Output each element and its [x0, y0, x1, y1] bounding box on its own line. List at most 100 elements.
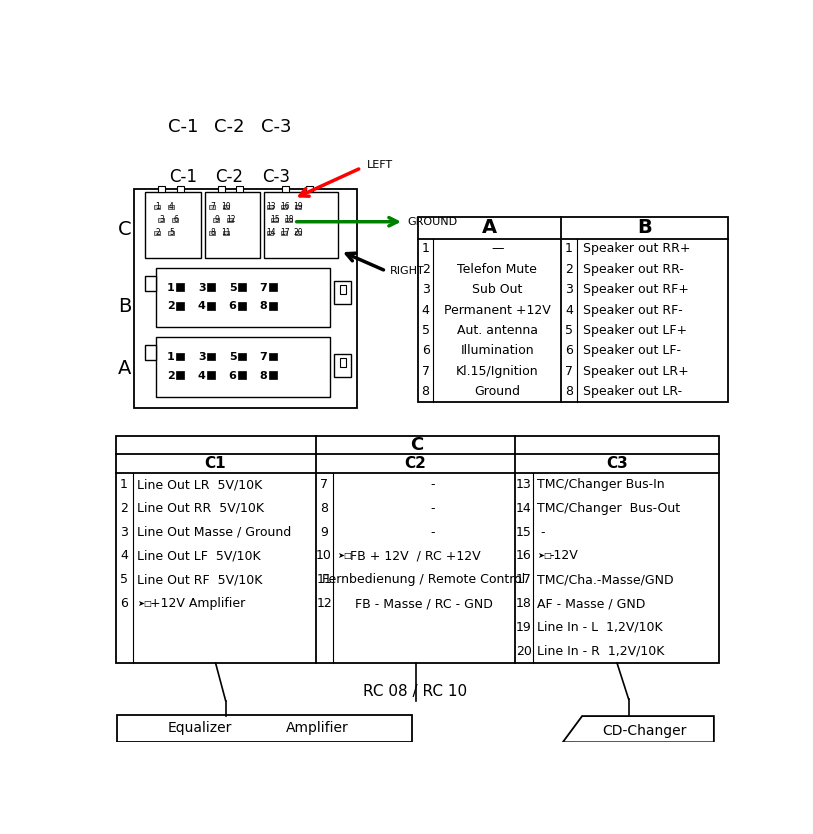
- Text: Speaker out RR-: Speaker out RR-: [583, 263, 684, 276]
- Bar: [272, 218, 277, 222]
- Text: Speaker out RR+: Speaker out RR+: [583, 243, 690, 255]
- Bar: [238, 302, 246, 309]
- Bar: [340, 358, 346, 367]
- Text: 4: 4: [198, 301, 206, 311]
- Text: TMC/Changer Bus-In: TMC/Changer Bus-In: [537, 478, 665, 491]
- Text: 3: 3: [422, 284, 429, 296]
- Text: 2: 2: [167, 301, 175, 311]
- Bar: [307, 186, 313, 193]
- Bar: [269, 302, 276, 309]
- Bar: [158, 186, 165, 193]
- Text: 8: 8: [259, 371, 267, 381]
- Bar: [176, 284, 184, 291]
- Text: FB + 12V  / RC +12V: FB + 12V / RC +12V: [350, 550, 480, 562]
- Text: 2: 2: [120, 502, 128, 515]
- Text: 7: 7: [210, 202, 215, 211]
- Bar: [209, 205, 215, 208]
- Bar: [238, 353, 246, 360]
- Text: 9: 9: [320, 525, 328, 539]
- Bar: [145, 345, 156, 360]
- Text: C: C: [118, 220, 132, 239]
- Text: 13: 13: [266, 202, 276, 211]
- Text: TMC/Cha.-Masse/GND: TMC/Cha.-Masse/GND: [537, 573, 674, 586]
- Text: Line In - L  1,2V/10K: Line In - L 1,2V/10K: [537, 620, 663, 634]
- Text: 11: 11: [316, 573, 332, 586]
- Bar: [334, 281, 351, 304]
- Text: 17: 17: [516, 573, 532, 586]
- Text: 4: 4: [565, 304, 573, 317]
- Bar: [117, 715, 411, 742]
- Text: 16: 16: [516, 550, 532, 562]
- Text: B: B: [118, 297, 132, 316]
- Text: 5: 5: [120, 573, 128, 586]
- Text: A: A: [118, 359, 132, 378]
- Text: 5: 5: [228, 352, 237, 362]
- Text: —: —: [491, 243, 503, 255]
- Text: Kl.15/Ignition: Kl.15/Ignition: [456, 364, 538, 378]
- Bar: [218, 186, 225, 193]
- Bar: [167, 205, 174, 208]
- Text: Aut. antenna: Aut. antenna: [457, 324, 537, 337]
- Bar: [207, 353, 215, 360]
- Text: 12: 12: [226, 215, 236, 224]
- Text: LEFT: LEFT: [367, 160, 393, 170]
- Text: Speaker out LR-: Speaker out LR-: [583, 385, 682, 398]
- Text: Line Out RF  5V/10K: Line Out RF 5V/10K: [137, 573, 263, 586]
- Text: C: C: [411, 436, 424, 454]
- Text: 15: 15: [271, 215, 280, 224]
- Text: Sub Out: Sub Out: [472, 284, 523, 296]
- Text: 4: 4: [422, 304, 429, 317]
- Text: CD-Changer: CD-Changer: [602, 724, 686, 738]
- Text: Speaker out RF-: Speaker out RF-: [583, 304, 683, 317]
- Text: -: -: [430, 478, 435, 491]
- Text: Line Out Masse / Ground: Line Out Masse / Ground: [137, 525, 292, 539]
- Text: C-2: C-2: [215, 118, 245, 136]
- Text: C2: C2: [405, 456, 427, 471]
- Bar: [176, 186, 184, 193]
- Bar: [237, 186, 243, 193]
- Bar: [269, 353, 276, 360]
- Text: 19: 19: [516, 620, 532, 634]
- Bar: [227, 218, 233, 222]
- Text: 1: 1: [422, 243, 429, 255]
- Text: Line Out RR  5V/10K: Line Out RR 5V/10K: [137, 502, 264, 515]
- Text: 6: 6: [565, 344, 573, 358]
- Bar: [294, 205, 301, 208]
- Text: C-3: C-3: [261, 118, 291, 136]
- Text: 5: 5: [228, 283, 237, 293]
- Text: 1: 1: [167, 283, 175, 293]
- Text: ➤□: ➤□: [137, 599, 152, 608]
- Text: C3: C3: [606, 456, 628, 471]
- Bar: [223, 231, 228, 235]
- Bar: [209, 231, 215, 235]
- Text: -: -: [430, 525, 435, 539]
- Text: 11: 11: [222, 228, 231, 237]
- Text: Speaker out LF+: Speaker out LF+: [583, 324, 687, 337]
- Text: B: B: [637, 219, 652, 238]
- Text: 14: 14: [266, 228, 276, 237]
- Text: C1: C1: [205, 456, 226, 471]
- Bar: [264, 193, 338, 258]
- Bar: [269, 371, 276, 379]
- Bar: [334, 354, 351, 377]
- Text: Line Out LR  5V/10K: Line Out LR 5V/10K: [137, 478, 263, 491]
- Text: 19: 19: [293, 202, 303, 211]
- Text: TMC/Changer  Bus-Out: TMC/Changer Bus-Out: [537, 502, 680, 515]
- Text: 18: 18: [285, 215, 294, 224]
- Text: RIGHT: RIGHT: [390, 266, 424, 276]
- Text: Amplifier: Amplifier: [286, 721, 349, 736]
- Bar: [285, 218, 292, 222]
- Text: Ground: Ground: [474, 385, 520, 398]
- Text: 7: 7: [259, 283, 267, 293]
- Text: 1: 1: [120, 478, 128, 491]
- Text: 2: 2: [565, 263, 573, 276]
- Bar: [207, 284, 215, 291]
- Bar: [176, 302, 184, 309]
- Bar: [213, 218, 220, 222]
- Text: 3: 3: [159, 215, 164, 224]
- Bar: [340, 285, 346, 294]
- Text: 6: 6: [174, 215, 179, 224]
- Bar: [294, 231, 301, 235]
- Text: 4: 4: [169, 202, 174, 211]
- Text: -: -: [541, 525, 545, 539]
